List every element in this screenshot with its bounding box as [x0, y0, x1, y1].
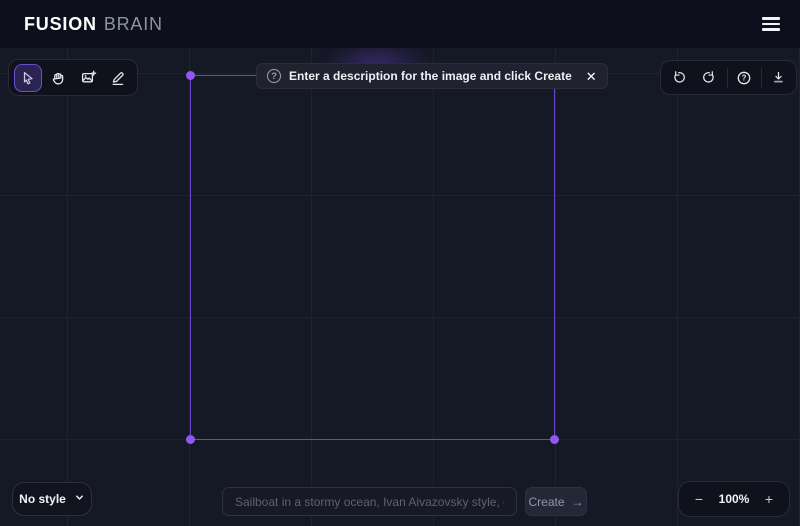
generation-frame[interactable]: [186, 71, 559, 444]
drawing-canvas[interactable]: ? Enter a description for the image and …: [0, 42, 800, 526]
close-icon[interactable]: ✕: [585, 68, 597, 84]
download-button[interactable]: [763, 65, 794, 91]
resize-handle-bottom-right[interactable]: [550, 435, 559, 444]
draw-tool-button[interactable]: [104, 64, 132, 92]
prompt-input[interactable]: [222, 487, 517, 516]
image-add-icon: [80, 69, 97, 86]
style-selector-value: No style: [19, 492, 66, 506]
pen-icon: [110, 70, 126, 86]
arrow-right-icon: →: [571, 494, 584, 509]
question-circle-icon: ?: [736, 70, 752, 86]
zoom-out-button[interactable]: −: [694, 491, 704, 507]
undo-button[interactable]: [663, 65, 694, 91]
download-icon: [771, 70, 786, 85]
cursor-icon: [20, 70, 36, 86]
hand-icon: [50, 70, 66, 86]
redo-icon: [702, 70, 717, 85]
prompt-bar: Create →: [222, 487, 587, 516]
resize-handle-top-left[interactable]: [186, 71, 195, 80]
create-button-label: Create: [528, 494, 565, 509]
toolbar-divider: [726, 67, 728, 88]
logo-text-secondary: BRAIN: [103, 13, 163, 34]
style-selector-dropdown[interactable]: No style: [12, 482, 92, 516]
resize-handle-bottom-left[interactable]: [186, 435, 195, 444]
zoom-controls: − 100% +: [678, 481, 790, 517]
create-button[interactable]: Create →: [525, 487, 587, 516]
app-header: FUSION BRAIN: [0, 0, 800, 48]
svg-text:?: ?: [742, 73, 747, 82]
question-circle-icon: ?: [267, 69, 281, 83]
fusion-brain-logo: FUSION BRAIN: [24, 14, 163, 35]
add-image-tool-button[interactable]: [74, 64, 102, 92]
pan-tool-button[interactable]: [44, 64, 72, 92]
left-toolbar: [8, 59, 138, 96]
hamburger-menu-icon[interactable]: [758, 13, 784, 35]
toolbar-divider: [760, 67, 762, 88]
hint-tooltip-text: Enter a description for the image and cl…: [289, 69, 572, 83]
help-button[interactable]: ?: [729, 65, 760, 91]
right-toolbar: ?: [660, 60, 797, 95]
select-tool-button[interactable]: [14, 63, 42, 92]
zoom-level: 100%: [718, 492, 750, 506]
chevron-down-icon: [74, 490, 85, 508]
logo-text-primary: FUSION: [24, 13, 97, 34]
redo-button[interactable]: [694, 65, 725, 91]
hint-tooltip: ? Enter a description for the image and …: [256, 63, 608, 89]
zoom-in-button[interactable]: +: [764, 491, 774, 507]
undo-icon: [671, 70, 686, 85]
